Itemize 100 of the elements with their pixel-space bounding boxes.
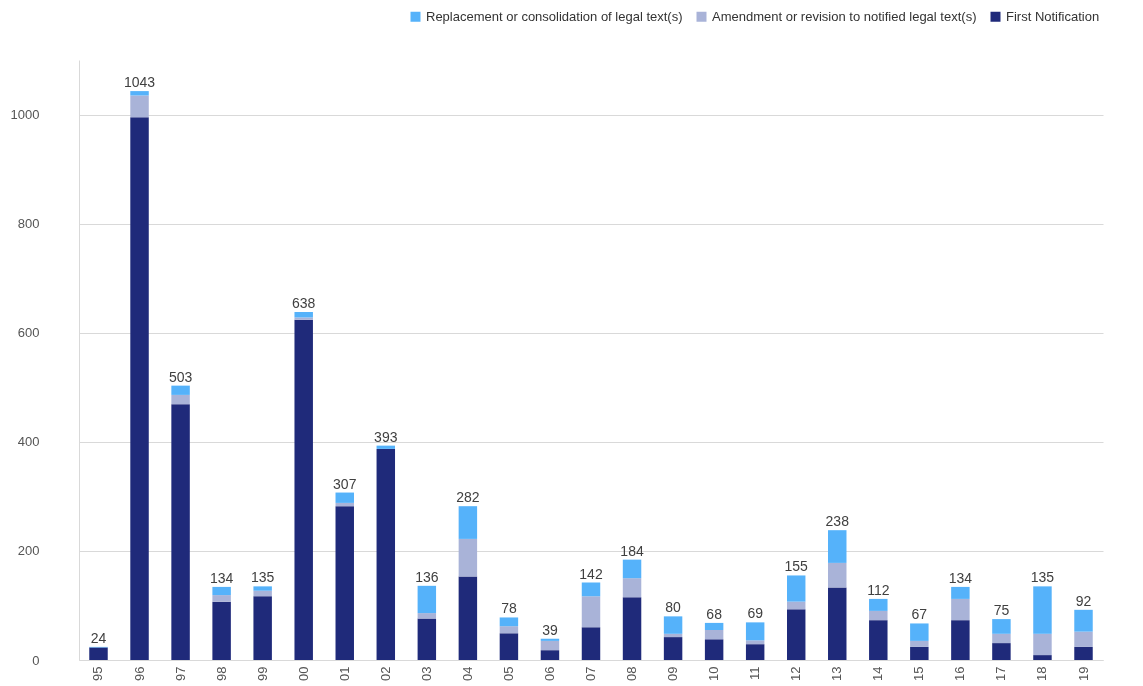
bar (828, 530, 847, 563)
bar (499, 633, 519, 660)
bar (951, 586, 970, 599)
bar (1074, 609, 1093, 632)
legend-label: First Notification (1006, 8, 1100, 24)
bar (704, 630, 724, 640)
bar (335, 492, 354, 503)
x-tick-label: 17 (993, 666, 1009, 681)
total-label: 184 (620, 542, 644, 559)
x-tick-label: 95 (90, 666, 106, 681)
bar (171, 385, 190, 395)
total-label: 69 (747, 605, 764, 622)
total-label: 238 (825, 513, 850, 530)
x-tick-label: 08 (624, 666, 640, 681)
x-tick-label: 03 (418, 666, 434, 681)
x-tick-label: 10 (706, 666, 722, 681)
x-tick-label: 19 (1075, 666, 1091, 681)
bar (130, 91, 149, 96)
bar (458, 576, 478, 660)
total-label: 67 (911, 606, 928, 623)
y-tick-label: 0 (32, 652, 40, 668)
bar (1033, 633, 1052, 656)
x-tick-label: 04 (459, 666, 475, 681)
bar (622, 578, 642, 598)
bar (212, 601, 231, 660)
bar (663, 633, 683, 638)
bar (376, 448, 396, 660)
bar (828, 562, 847, 588)
bar (171, 404, 190, 660)
bar (581, 582, 601, 597)
total-label: 282 (456, 489, 480, 506)
x-tick-label: 98 (213, 666, 229, 681)
bar (212, 595, 231, 602)
total-label: 155 (784, 558, 809, 575)
total-label: 638 (292, 295, 316, 311)
bar (376, 445, 396, 449)
bar (294, 312, 313, 318)
x-tick-label: 06 (541, 666, 557, 681)
bar (171, 394, 190, 405)
total-label: 1043 (123, 74, 156, 91)
x-tick-label: 18 (1034, 666, 1050, 681)
y-tick-label: 200 (17, 543, 40, 559)
total-label: 142 (579, 565, 603, 582)
bar (540, 638, 560, 641)
bar (828, 587, 847, 660)
bar (335, 502, 354, 507)
bar (212, 586, 231, 596)
bar (540, 650, 560, 660)
bar (663, 616, 683, 634)
total-label: 134 (209, 569, 234, 586)
bar (745, 640, 765, 645)
total-label: 24 (90, 629, 107, 646)
bar (130, 95, 149, 118)
x-tick-label: 15 (911, 666, 927, 681)
bar (1074, 646, 1093, 660)
bar (663, 637, 683, 660)
bar (499, 617, 519, 627)
x-tick-label: 05 (500, 666, 516, 681)
total-label: 307 (333, 475, 357, 492)
bar (458, 506, 478, 539)
bar (335, 506, 354, 660)
bar (910, 646, 929, 660)
x-tick-label: 02 (377, 666, 393, 681)
bar (786, 575, 806, 602)
y-tick-label: 800 (17, 216, 40, 232)
bar (417, 613, 437, 619)
bar (458, 538, 478, 577)
bar (869, 620, 888, 660)
x-tick-label: 14 (870, 666, 886, 681)
bar (910, 623, 929, 641)
bar (622, 559, 642, 579)
x-tick-label: 97 (172, 666, 188, 681)
x-tick-label: 00 (295, 666, 311, 681)
x-tick-label: 96 (131, 666, 147, 681)
x-tick-label: 07 (583, 666, 598, 681)
bar (951, 620, 970, 660)
bar (294, 317, 313, 320)
total-label: 134 (948, 569, 973, 586)
bar (910, 640, 929, 647)
x-tick-label: 01 (336, 666, 352, 681)
total-label: 112 (867, 581, 890, 598)
total-label: 393 (374, 428, 398, 445)
bar (253, 590, 272, 597)
bar (294, 319, 313, 660)
x-tick-label: 11 (747, 666, 763, 680)
bar (417, 585, 437, 614)
x-tick-label: 99 (254, 666, 270, 681)
bar (1033, 586, 1052, 634)
y-tick-label: 600 (17, 325, 40, 341)
bar (130, 117, 149, 660)
total-label: 39 (542, 621, 558, 638)
bar (992, 619, 1011, 634)
bar (869, 598, 888, 611)
bar (745, 622, 765, 641)
total-label: 68 (706, 605, 723, 622)
total-label: 136 (415, 568, 439, 585)
x-tick-label: 16 (952, 666, 968, 681)
total-label: 80 (665, 599, 682, 616)
bar (499, 626, 519, 634)
legend-label: Amendment or revision to notified legal text(s) (712, 8, 977, 24)
